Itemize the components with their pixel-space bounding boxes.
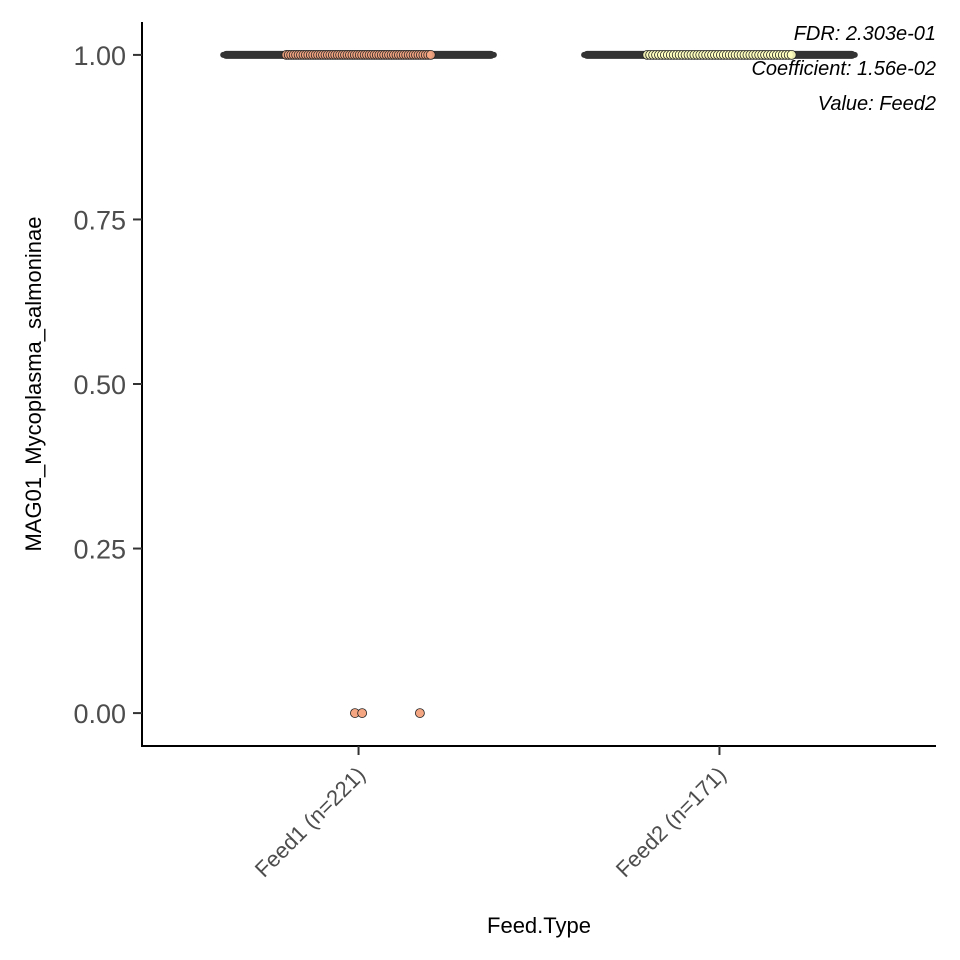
x-tick-label: Feed2 (n=171)	[611, 762, 731, 882]
annotation-coefficient: Coefficient: 1.56e-02	[751, 58, 936, 80]
annotation-fdr: FDR: 2.303e-01	[794, 23, 936, 45]
y-tick-label: 0.00	[73, 699, 126, 729]
y-tick-label: 0.75	[73, 205, 126, 235]
annotation-value: Value: Feed2	[818, 93, 936, 115]
y-tick-label: 0.50	[73, 370, 126, 400]
x-axis-ticks: Feed1 (n=221) Feed2 (n=171)	[250, 746, 731, 882]
y-tick-label: 0.25	[73, 535, 126, 565]
y-axis-ticks: 0.00 0.25 0.50 0.75 1.00	[73, 41, 142, 729]
x-tick-label: Feed1 (n=221)	[250, 762, 370, 882]
data-point	[425, 50, 436, 60]
y-tick-label: 1.00	[73, 41, 126, 71]
jitter-points-layer	[281, 50, 797, 718]
y-axis-title: MAG01_Mycoplasma_salmoninae	[21, 216, 46, 551]
x-axis-title: Feed.Type	[487, 913, 591, 938]
data-point-outlier	[357, 708, 368, 718]
data-point	[786, 50, 797, 60]
data-point-outlier	[414, 708, 425, 718]
